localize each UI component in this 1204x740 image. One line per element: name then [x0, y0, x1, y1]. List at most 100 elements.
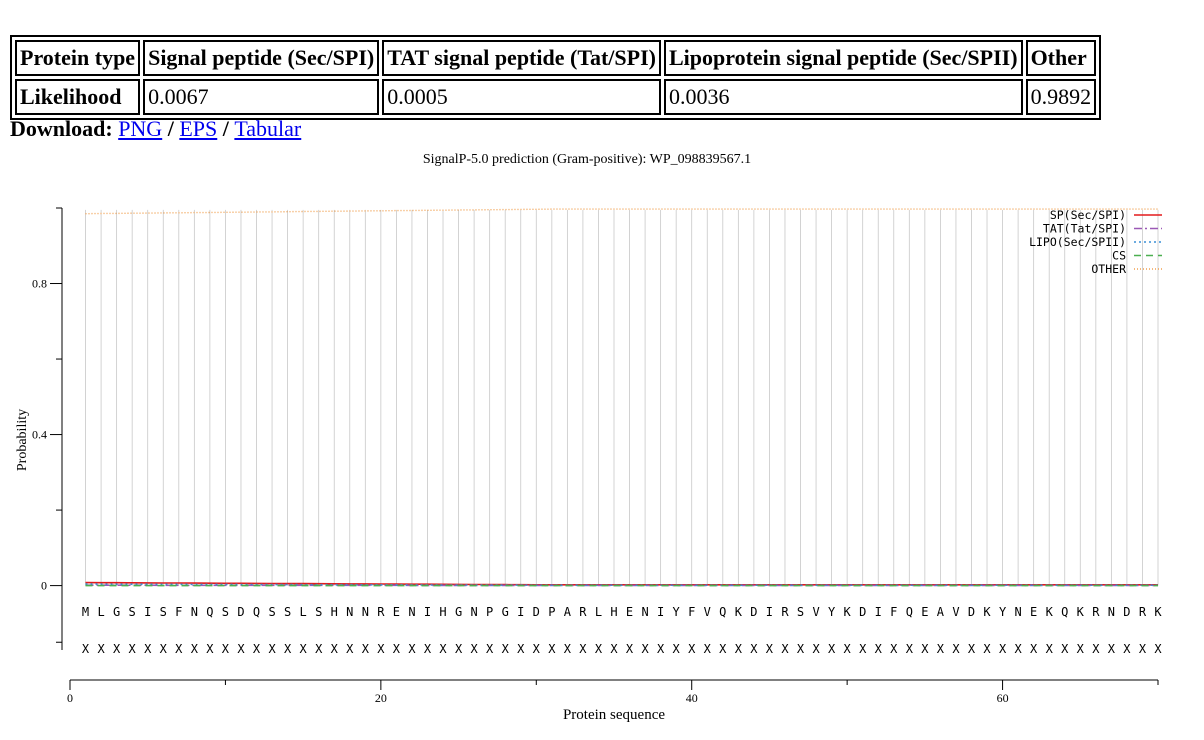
cs-marker: X: [144, 642, 152, 656]
sequence-letter: L: [97, 605, 104, 619]
sequence-letter: V: [952, 605, 959, 619]
cs-marker: X: [812, 642, 820, 656]
sequence-letter: E: [626, 605, 633, 619]
cs-marker: X: [362, 642, 370, 656]
sequence-letter: R: [377, 605, 385, 619]
cs-marker: X: [906, 642, 914, 656]
cs-marker: X: [828, 642, 836, 656]
table-header-cell: Protein type: [15, 40, 141, 76]
cs-marker: X: [688, 642, 696, 656]
table-row-label: Likelihood: [15, 79, 141, 115]
sequence-letter: L: [595, 605, 602, 619]
sequence-letter: I: [657, 605, 664, 619]
download-png-link[interactable]: PNG: [118, 116, 163, 141]
cs-marker: X: [921, 642, 929, 656]
y-tick-label: 0.4: [32, 428, 47, 442]
cs-marker: X: [533, 642, 541, 656]
cs-marker: X: [548, 642, 556, 656]
cs-marker: X: [160, 642, 168, 656]
cs-marker: X: [890, 642, 898, 656]
chart-grid: [85, 209, 1159, 586]
cs-marker: X: [750, 642, 758, 656]
cs-marker: X: [82, 642, 90, 656]
sequence-letter: S: [129, 605, 136, 619]
sequence-letter: E: [1030, 605, 1037, 619]
sequence-letter: F: [890, 605, 897, 619]
sequence-letter: Y: [828, 605, 836, 619]
sequence-letter: I: [875, 605, 882, 619]
sequence-letter: N: [1108, 605, 1115, 619]
sequence-letter: N: [641, 605, 648, 619]
sequence-letter: K: [1077, 605, 1085, 619]
legend-label: TAT(Tat/SPI): [1043, 222, 1126, 236]
cs-marker: X: [377, 642, 385, 656]
cs-marker: X: [797, 642, 805, 656]
cs-marker: X: [657, 642, 665, 656]
cs-marker: X: [470, 642, 478, 656]
sequence-letter: Q: [206, 605, 213, 619]
cs-marker: X: [502, 642, 510, 656]
cs-marker: X: [253, 642, 261, 656]
cs-marker: X: [1139, 642, 1147, 656]
sequence-letter: G: [455, 605, 462, 619]
sequence-letters: M X L X G X S X I X S X F X N X Q X S X D X Q X S X S X L X S X H X N X N X R X…: [82, 605, 1162, 656]
sequence-letter: A: [937, 605, 945, 619]
legend-label: SP(Sec/SPI): [1050, 208, 1126, 222]
sequence-letter: Q: [906, 605, 913, 619]
sequence-letter: V: [812, 605, 819, 619]
sequence-letter: D: [859, 605, 866, 619]
cs-marker: X: [191, 642, 199, 656]
table-header-row: Protein type Signal peptide (Sec/SPI) TA…: [15, 40, 1097, 76]
download-eps-link[interactable]: EPS: [179, 116, 218, 141]
signalp-chart: SignalP-5.0 prediction (Gram-positive): …: [15, 152, 1162, 723]
x-tick-label: 0: [67, 691, 73, 705]
cs-marker: X: [424, 642, 432, 656]
sequence-letter: K: [1154, 605, 1162, 619]
x-axis-label: Protein sequence: [563, 707, 665, 723]
table-cell: 0.0036: [663, 79, 1023, 115]
download-separator: /: [217, 116, 235, 141]
sequence-letter: H: [610, 605, 617, 619]
sequence-letter: H: [331, 605, 338, 619]
sequence-letter: I: [517, 605, 524, 619]
sequence-letter: K: [1046, 605, 1054, 619]
cs-marker: X: [719, 642, 727, 656]
sequence-letter: N: [191, 605, 198, 619]
sequence-letter: I: [144, 605, 151, 619]
table-header-cell: Lipoprotein signal peptide (Sec/SPII): [663, 40, 1023, 76]
sequence-letter: R: [1139, 605, 1147, 619]
cs-marker: X: [175, 642, 183, 656]
sequence-letter: N: [1014, 605, 1021, 619]
cs-marker: X: [781, 642, 789, 656]
sequence-letter: G: [502, 605, 509, 619]
sequence-letter: N: [470, 605, 477, 619]
cs-marker: X: [268, 642, 276, 656]
cs-marker: X: [595, 642, 603, 656]
cs-marker: X: [300, 642, 308, 656]
sequence-letter: R: [579, 605, 587, 619]
cs-marker: X: [844, 642, 852, 656]
sequence-letter: I: [424, 605, 431, 619]
cs-marker: X: [1014, 642, 1022, 656]
prediction-table: Protein type Signal peptide (Sec/SPI) TA…: [10, 35, 1102, 120]
cs-marker: X: [331, 642, 339, 656]
sequence-letter: R: [1092, 605, 1100, 619]
table-header-cell: TAT signal peptide (Tat/SPI): [382, 40, 661, 76]
sequence-letter: N: [346, 605, 353, 619]
sequence-letter: F: [175, 605, 182, 619]
sequence-letter: S: [222, 605, 229, 619]
cs-marker: X: [97, 642, 105, 656]
sequence-letter: M: [82, 605, 89, 619]
cs-marker: X: [1046, 642, 1054, 656]
download-tabular-link[interactable]: Tabular: [234, 116, 302, 141]
table-row: Likelihood 0.0067 0.0005 0.0036 0.9892: [15, 79, 1097, 115]
sequence-letter: Q: [719, 605, 726, 619]
sequence-letter: D: [750, 605, 757, 619]
cs-marker: X: [346, 642, 354, 656]
sequence-letter: K: [844, 605, 852, 619]
sequence-letter: Q: [253, 605, 260, 619]
sequence-letter: G: [113, 605, 120, 619]
sequence-letter: Y: [673, 605, 681, 619]
series-line-other: [85, 208, 1158, 215]
sequence-letter: Q: [1061, 605, 1068, 619]
